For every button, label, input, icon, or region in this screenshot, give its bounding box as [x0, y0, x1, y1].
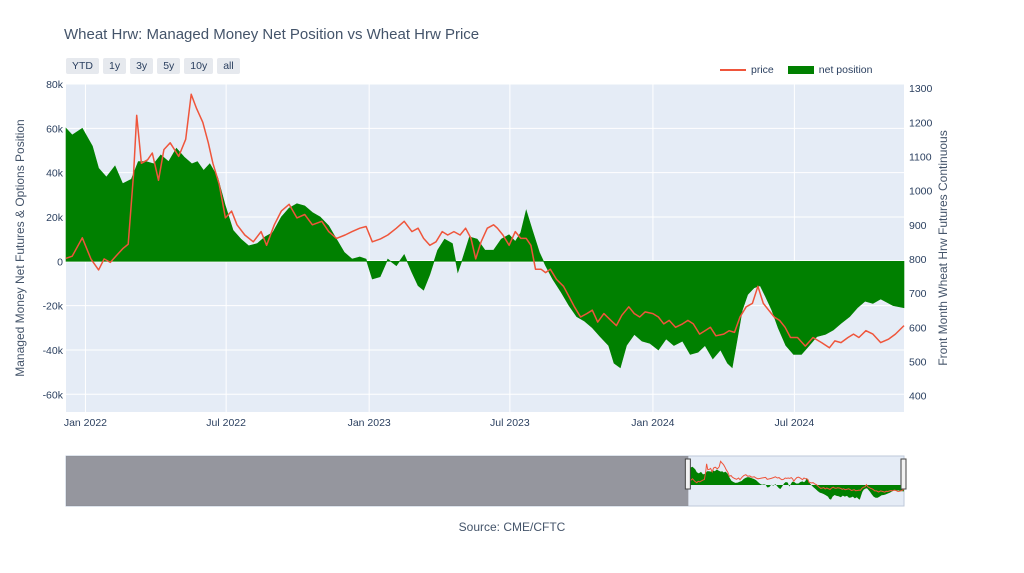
y2-axis-label: Front Month Wheat Hrw Futures Continuous — [936, 130, 950, 365]
range-slider-mask — [66, 456, 689, 506]
y-tick-label: -40k — [43, 345, 64, 357]
series-layer — [65, 93, 905, 369]
net-position-area — [65, 127, 905, 369]
range-slider-price — [688, 460, 905, 493]
range-button-all[interactable]: all — [217, 58, 240, 74]
legend-swatch-price — [720, 69, 746, 71]
y2-tick-label: 700 — [909, 288, 927, 300]
y2-tick-label: 1200 — [909, 117, 933, 129]
y2-tick-label: 400 — [909, 391, 927, 403]
y-tick-label: 80k — [46, 79, 64, 91]
range-slider-handle-left — [684, 458, 691, 490]
y2-tick-label: 1300 — [909, 83, 933, 95]
source-note: Source: CME/CFTC — [458, 520, 566, 534]
axis-layer: Jan 2022 Jul 2022 Jan 2023 Jul 2023 Jan 2024… — [43, 79, 933, 429]
x-tick-label: Jan 2022 — [64, 417, 107, 429]
range-button-1y[interactable]: 1y — [103, 58, 127, 74]
price-line — [65, 93, 905, 349]
y-tick-label: -60k — [43, 389, 64, 401]
y-tick-label: -20k — [43, 301, 64, 313]
y2-tick-label: 600 — [909, 322, 927, 334]
x-tick-label: Jul 2023 — [490, 417, 530, 429]
legend-item-net-position[interactable]: net position — [787, 64, 873, 76]
y-tick-label: 0 — [57, 256, 63, 268]
x-tick-label: Jul 2022 — [206, 417, 246, 429]
y-tick-label: 60k — [46, 123, 64, 135]
range-slider[interactable] — [65, 455, 907, 507]
range-button-10y[interactable]: 10y — [184, 58, 214, 74]
legend-swatch-net-position — [787, 66, 814, 74]
range-button-5y[interactable]: 5y — [157, 58, 181, 74]
chart-title: Wheat Hrw: Managed Money Net Position vs… — [64, 26, 480, 43]
y-axis-label: Managed Money Net Futures & Options Posi… — [13, 119, 27, 376]
y2-tick-label: 800 — [909, 254, 927, 266]
range-button-ytd[interactable]: YTD — [66, 58, 99, 74]
legend: price net position — [720, 64, 880, 76]
legend-item-price[interactable]: price — [720, 64, 774, 76]
range-slider-handle-right — [900, 458, 907, 490]
y2-tick-label: 1100 — [909, 151, 932, 163]
range-slider-net-position — [688, 466, 904, 500]
x-tick-label: Jan 2023 — [348, 417, 391, 429]
y2-tick-label: 500 — [909, 356, 927, 368]
range-selector: YTD 1y 3y 5y 10y all — [66, 58, 240, 74]
y-tick-label: 20k — [46, 212, 64, 224]
legend-label-net-position: net position — [818, 64, 873, 76]
legend-label-price: price — [751, 64, 774, 76]
x-tick-label: Jan 2024 — [631, 417, 674, 429]
chart-canvas: Jan 2022 Jul 2022 Jan 2023 Jul 2023 Jan 2024… — [13, 79, 950, 507]
range-button-3y[interactable]: 3y — [130, 58, 154, 74]
y-tick-label: 40k — [46, 168, 64, 180]
y2-tick-label: 900 — [909, 220, 927, 232]
y2-tick-label: 1000 — [909, 186, 933, 198]
x-tick-label: Jul 2024 — [775, 417, 815, 429]
